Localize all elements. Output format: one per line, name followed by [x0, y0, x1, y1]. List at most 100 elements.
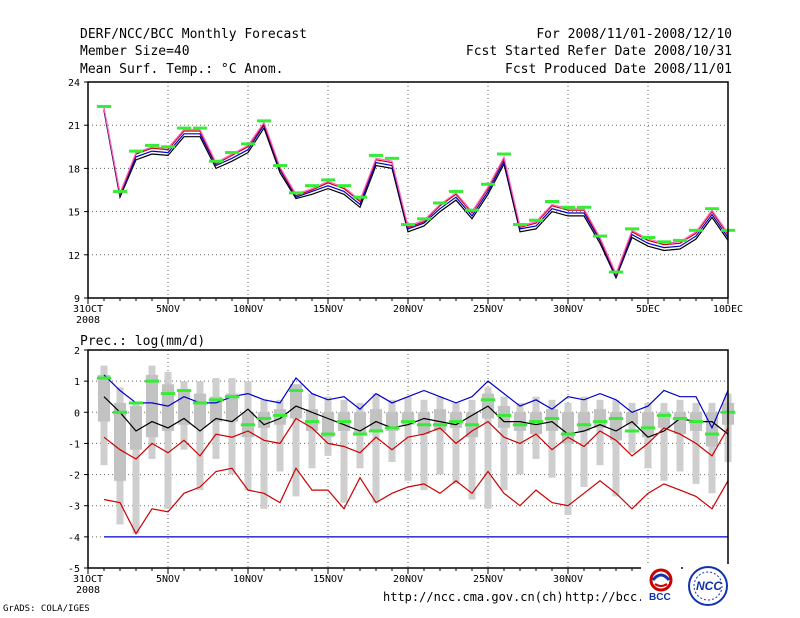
prec-spread-bar	[340, 399, 348, 503]
temp-ytick-label: 12	[68, 251, 80, 262]
prec-spread-bar	[132, 402, 140, 534]
prec-box-bar	[561, 412, 575, 444]
prec-spread-bar	[404, 396, 412, 481]
prec-box-bar	[593, 409, 607, 428]
header-member-size: Member Size=40	[80, 44, 190, 59]
prec-series-red-low	[103, 467, 729, 535]
footer-url-ncc[interactable]: http://ncc.cma.gov.cn(ch)	[383, 590, 564, 604]
prec-ytick-label: -5	[68, 564, 80, 575]
prec-ytick-label: -2	[68, 471, 80, 482]
bcc-logo-text: BCC	[649, 592, 671, 603]
prec-box-bar	[113, 402, 127, 481]
prec-ytick-label: -4	[68, 533, 80, 544]
temp-xtick-sublabel: 2008	[76, 315, 100, 326]
prec-spread-bar	[676, 399, 684, 472]
prec-box-bar	[577, 412, 591, 431]
prec-box-bar	[449, 412, 463, 428]
prec-box-bar	[625, 412, 639, 425]
temp-ytick-label: 18	[68, 164, 80, 175]
prec-xtick-label: 5NOV	[156, 574, 180, 585]
ncc-logo-icon	[688, 566, 728, 606]
prec-box-bar	[273, 409, 287, 425]
prec-box-bar	[177, 390, 191, 425]
prec-spread-bar	[484, 387, 492, 509]
prec-spread-bar	[260, 399, 268, 509]
prec-spread-bar	[196, 381, 204, 491]
prec-spread-bar	[164, 371, 172, 509]
prec-ytick-label: 2	[74, 346, 80, 357]
header-produced-date: Fcst Produced Date 2008/11/01	[505, 62, 732, 77]
prec-spread-bar	[292, 387, 300, 497]
prec-xtick-label: 25NOV	[473, 574, 503, 585]
prec-spread-bar	[356, 402, 364, 469]
bcc-logo: BCC	[641, 566, 681, 606]
prec-box-bar	[289, 384, 303, 419]
prec-box-bar	[193, 393, 207, 428]
temp-xtick-label: 15NOV	[313, 304, 343, 315]
prec-spread-bar	[436, 396, 444, 475]
temp-series-black	[103, 110, 729, 280]
prec-box-bar	[609, 412, 623, 441]
prec-ytick-label: 0	[74, 408, 80, 419]
temp-ytick-label: 15	[68, 208, 80, 219]
bcc-logo-icon	[649, 568, 673, 592]
temp-ytick-label: 21	[68, 121, 80, 132]
prec-spread-bar	[276, 399, 284, 472]
prec-spread-bar	[564, 402, 572, 516]
prec-box-bar	[369, 409, 383, 431]
prec-xtick-label: 30NOV	[553, 574, 583, 585]
prec-spread-bar	[612, 399, 620, 497]
prec-box-bar	[129, 406, 143, 450]
temp-xtick-label: 10NOV	[233, 304, 263, 315]
prec-xtick-sublabel: 2008	[76, 585, 100, 596]
prec-box-bar	[641, 412, 655, 438]
ncc-logo: NCC	[683, 564, 733, 608]
temp-xtick-label: 10DEC	[713, 304, 743, 315]
prec-box-bar	[225, 393, 239, 422]
prec-spread-bar	[228, 378, 236, 475]
prec-box-bar	[545, 409, 559, 431]
temp-xtick-label: 20NOV	[393, 304, 423, 315]
prec-series-red-mid	[103, 417, 729, 460]
temp-xtick-label: 25NOV	[473, 304, 503, 315]
temp-xtick-label: 5DEC	[636, 304, 660, 315]
prec-spread-bar	[516, 402, 524, 475]
prec-box-bar	[161, 384, 175, 431]
prec-spread-bar	[308, 393, 316, 469]
prec-xtick-label: 10NOV	[233, 574, 263, 585]
prec-spread-bar	[580, 396, 588, 488]
prec-spread-bar	[596, 399, 604, 466]
prec-spread-bar	[660, 402, 668, 481]
temp-xtick-label: 31OCT	[73, 304, 103, 315]
prec-series-blue-upper	[103, 374, 729, 430]
header-forecast-period: For 2008/11/01-2008/12/10	[536, 27, 732, 42]
temp-ytick-label: 9	[74, 294, 80, 305]
temp-series-pink	[103, 107, 729, 276]
temp-xtick-label: 5NOV	[156, 304, 180, 315]
prec-ytick-label: 1	[74, 377, 80, 388]
prec-spread-bar	[468, 399, 476, 500]
header-title: DERF/NCC/BCC Monthly Forecast	[80, 27, 307, 42]
ncc-logo-text: NCC	[696, 579, 722, 593]
header-variable: Mean Surf. Temp.: °C Anom.	[80, 62, 284, 77]
prec-box-bar	[417, 412, 431, 435]
prec-spread-bar	[708, 402, 716, 494]
prec-series-black-median	[103, 396, 729, 438]
prec-spread-bar	[420, 399, 428, 491]
prec-box-bar	[673, 412, 687, 435]
temp-ytick-label: 24	[68, 78, 80, 89]
prec-box-bar	[97, 374, 111, 422]
prec-spread-bar	[628, 402, 636, 453]
prec-xtick-label: 31OCT	[73, 574, 103, 585]
prec-panel-label: Prec.: log(mm/d)	[80, 334, 206, 349]
prec-box-bar	[145, 374, 159, 438]
prec-spread-bar	[548, 399, 556, 478]
prec-ytick-label: -1	[68, 439, 80, 450]
prec-box-bar	[497, 406, 511, 428]
header-start-date: Fcst Started Refer Date 2008/10/31	[465, 44, 732, 59]
grads-credit: GrADS: COLA/IGES	[3, 604, 90, 614]
prec-box-bar	[321, 412, 335, 438]
footer-url-bcc[interactable]: http://bcc.	[565, 590, 645, 604]
prec-spread-bar	[500, 396, 508, 491]
